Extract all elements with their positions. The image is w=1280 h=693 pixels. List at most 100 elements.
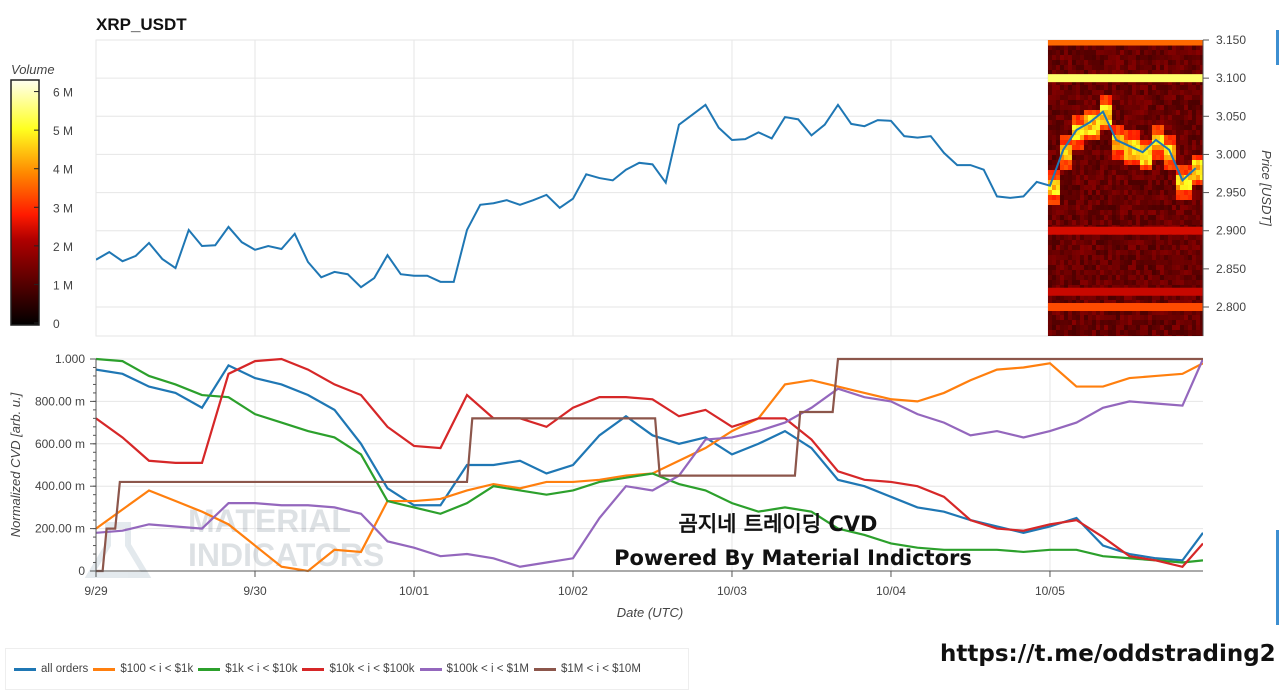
heatmap-cell <box>1167 275 1173 281</box>
heatmap-cell <box>1195 120 1201 126</box>
heatmap-cell <box>1047 55 1053 61</box>
heatmap-cell <box>1167 80 1173 86</box>
heatmap-cell <box>1139 175 1145 181</box>
heatmap-cell <box>1171 250 1177 256</box>
heatmap-cell <box>1187 295 1193 301</box>
heatmap-cell <box>1147 315 1153 321</box>
heatmap-cell <box>1135 120 1141 126</box>
heatmap-cell <box>1159 135 1165 141</box>
heatmap-cell <box>1047 125 1053 131</box>
heatmap-cell <box>1075 60 1081 66</box>
heatmap-cell <box>1115 245 1121 251</box>
heatmap-cell <box>1051 210 1057 216</box>
heatmap-cell <box>1071 215 1077 221</box>
heatmap-cell <box>1127 130 1133 136</box>
cvd-lines <box>96 357 1203 573</box>
heatmap-cell <box>1103 195 1109 201</box>
heatmap-cell <box>1187 315 1193 321</box>
heatmap-cell <box>1191 295 1197 301</box>
heatmap-cell <box>1059 160 1065 166</box>
heatmap-cell <box>1115 270 1121 276</box>
heatmap-cell <box>1059 285 1065 291</box>
heatmap-cell <box>1135 170 1141 176</box>
overlay-subtitle: Powered By Material Indictors <box>614 546 972 570</box>
heatmap-cell <box>1135 220 1141 226</box>
heatmap-cell <box>1147 135 1153 141</box>
heatmap-cell <box>1047 110 1053 116</box>
heatmap-cell <box>1051 140 1057 146</box>
heatmap-cell <box>1115 65 1121 71</box>
heatmap-cell <box>1131 55 1137 61</box>
heatmap-cell <box>1155 105 1161 111</box>
heatmap-cell <box>1135 335 1141 336</box>
heatmap-cell <box>1115 310 1121 316</box>
heatmap-cell <box>1135 105 1141 111</box>
heatmap-cell <box>1183 90 1189 96</box>
heatmap-cell <box>1047 330 1053 336</box>
legend-item[interactable]: all orders <box>14 663 88 675</box>
heatmap-cell <box>1083 150 1089 156</box>
heatmap-cell <box>1191 140 1197 146</box>
date-tick-label: 10/04 <box>876 584 906 598</box>
heatmap-cell <box>1199 80 1203 86</box>
heatmap-cell <box>1047 285 1053 291</box>
heatmap-cell <box>1091 185 1097 191</box>
right-scrollbar-bottom[interactable] <box>1276 530 1279 625</box>
heatmap-cell <box>1111 170 1117 176</box>
heatmap-cell <box>1131 125 1137 131</box>
heatmap-cell <box>1047 65 1053 71</box>
heatmap-cell <box>1099 70 1105 76</box>
heatmap-cell <box>1071 85 1077 91</box>
heatmap-cell <box>1143 250 1149 256</box>
heatmap-cell <box>1143 95 1149 101</box>
heatmap-cell <box>1079 80 1085 86</box>
heatmap-cell <box>1083 205 1089 211</box>
heatmap-cell <box>1087 80 1093 86</box>
heatmap-cell <box>1167 220 1173 226</box>
heatmap-cell <box>1127 70 1133 76</box>
heatmap-cell <box>1115 280 1121 286</box>
heatmap-cell <box>1055 335 1061 336</box>
heatmap-cell <box>1127 100 1133 106</box>
heatmap-cell <box>1107 115 1113 121</box>
telegram-link[interactable]: https://t.me/oddstrading2 <box>940 641 1276 667</box>
heatmap-cell <box>1115 120 1121 126</box>
heatmap-cell <box>1115 180 1121 186</box>
heatmap-cell <box>1067 270 1073 276</box>
right-scrollbar-top[interactable] <box>1276 30 1279 65</box>
heatmap-cell <box>1131 65 1137 71</box>
legend-item[interactable]: $10k < i < $100k <box>302 663 415 675</box>
heatmap-cell <box>1051 315 1057 321</box>
heatmap-cell <box>1179 210 1185 216</box>
heatmap-cell <box>1171 200 1177 206</box>
heatmap-cell <box>1071 260 1077 266</box>
heatmap-cell <box>1159 315 1165 321</box>
heatmap-cell <box>1135 130 1141 136</box>
heatmap-cell <box>1147 235 1153 241</box>
legend-item[interactable]: $100 < i < $1k <box>93 663 193 675</box>
heatmap-cell <box>1147 150 1153 156</box>
legend-item[interactable]: $1k < i < $10k <box>198 663 297 675</box>
heatmap-cell <box>1095 260 1101 266</box>
heatmap-cell <box>1131 190 1137 196</box>
heatmap-cell <box>1191 50 1197 56</box>
heatmap-cell <box>1131 130 1137 136</box>
price-axis: 2.8002.8502.9002.9503.0003.0503.1003.150… <box>1202 33 1274 336</box>
heatmap-cell <box>1199 195 1203 201</box>
heatmap-cell <box>1151 165 1157 171</box>
heatmap-cell <box>1055 185 1061 191</box>
heatmap-cell <box>1171 335 1177 336</box>
heatmap-cell <box>1079 310 1085 316</box>
legend-item[interactable]: $1M < i < $10M <box>534 663 641 675</box>
heatmap-cell <box>1063 110 1069 116</box>
legend-item[interactable]: $100k < i < $1M <box>419 663 529 675</box>
heatmap-cell <box>1171 215 1177 221</box>
heatmap-cell <box>1135 185 1141 191</box>
heatmap-cell <box>1079 150 1085 156</box>
heatmap-cell <box>1199 95 1203 101</box>
heatmap-cell <box>1147 250 1153 256</box>
heatmap-cell <box>1123 170 1129 176</box>
heatmap-cell <box>1063 155 1069 161</box>
heatmap-cell <box>1063 170 1069 176</box>
heatmap-cell <box>1199 90 1203 96</box>
